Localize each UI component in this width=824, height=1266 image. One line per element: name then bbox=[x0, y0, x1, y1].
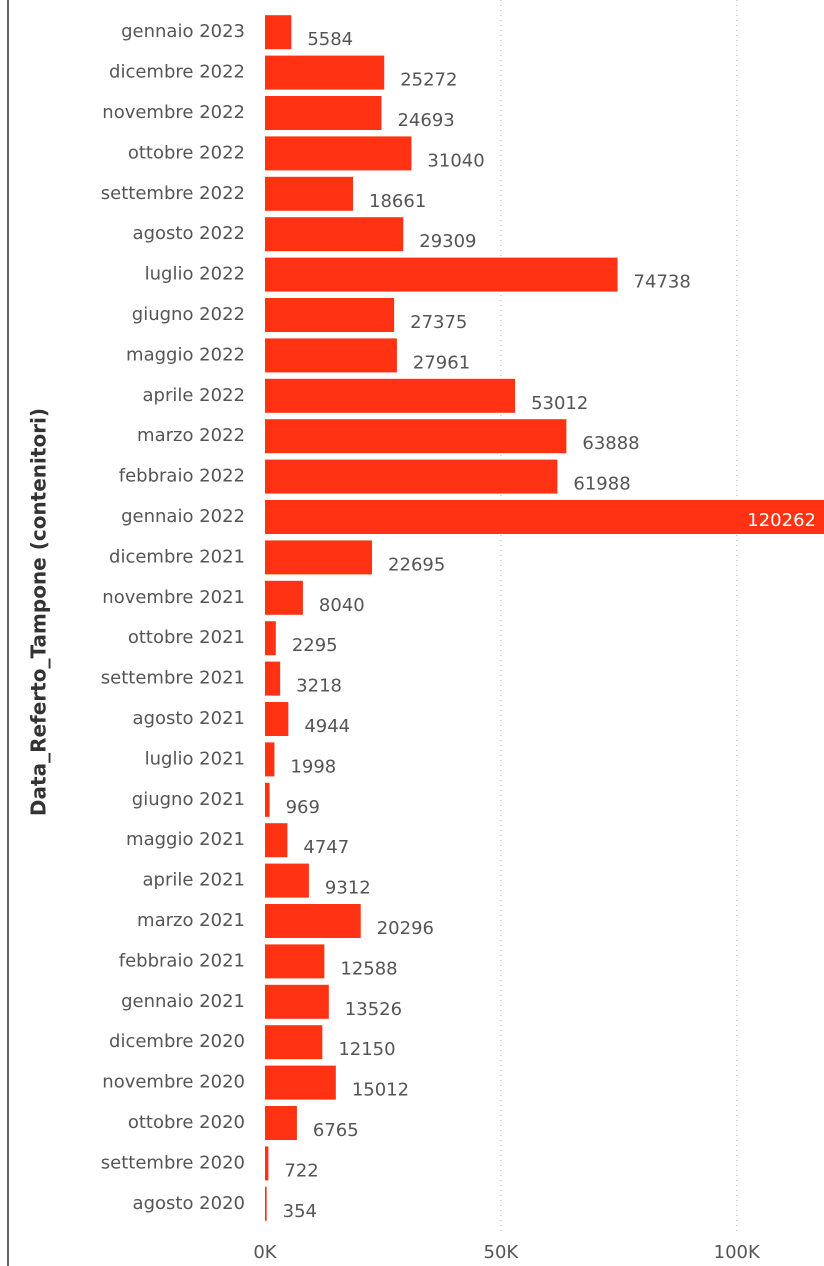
y-tick-label: ottobre 2020 bbox=[128, 1112, 245, 1133]
value-label: 61988 bbox=[573, 474, 630, 495]
y-tick-label: gennaio 2021 bbox=[121, 991, 245, 1012]
value-label: 53012 bbox=[531, 393, 588, 414]
y-tick-label: maggio 2021 bbox=[126, 829, 245, 850]
y-tick-label: settembre 2020 bbox=[101, 1152, 245, 1173]
bar bbox=[265, 621, 276, 656]
bar bbox=[265, 338, 397, 373]
y-tick-label: luglio 2021 bbox=[145, 748, 245, 769]
value-label: 15012 bbox=[352, 1080, 409, 1101]
y-tick-label: settembre 2022 bbox=[101, 183, 245, 204]
value-label: 6765 bbox=[313, 1120, 359, 1141]
x-tick-label: 0K bbox=[253, 1242, 277, 1263]
y-tick-label: febbraio 2022 bbox=[119, 466, 245, 487]
value-label: 25272 bbox=[400, 70, 457, 91]
bar bbox=[265, 257, 618, 292]
y-tick-label: marzo 2021 bbox=[137, 910, 245, 931]
bar bbox=[265, 863, 309, 898]
y-tick-label: gennaio 2022 bbox=[121, 506, 245, 527]
bar bbox=[265, 984, 329, 1019]
value-label: 18661 bbox=[369, 191, 426, 212]
y-tick-label: novembre 2022 bbox=[102, 102, 245, 123]
bar bbox=[265, 1106, 297, 1140]
bar bbox=[265, 500, 824, 534]
value-label: 22695 bbox=[388, 554, 445, 575]
y-tick-label: dicembre 2022 bbox=[109, 62, 245, 83]
bar bbox=[265, 298, 395, 332]
y-tick-label: maggio 2022 bbox=[126, 344, 245, 365]
bar bbox=[265, 782, 270, 817]
y-tick-label: novembre 2021 bbox=[102, 587, 245, 608]
bar bbox=[265, 217, 404, 252]
value-label: 969 bbox=[286, 797, 320, 818]
y-tick-label: gennaio 2023 bbox=[121, 21, 245, 42]
value-label: 120262 bbox=[747, 510, 816, 531]
y-tick-label: agosto 2020 bbox=[133, 1193, 245, 1214]
value-label: 354 bbox=[283, 1201, 317, 1222]
y-tick-label: marzo 2022 bbox=[137, 425, 245, 446]
value-label: 13526 bbox=[345, 999, 402, 1020]
bar bbox=[265, 1025, 323, 1060]
bar bbox=[265, 1146, 269, 1181]
bar bbox=[265, 55, 385, 90]
value-label: 31040 bbox=[427, 150, 484, 171]
value-label: 24693 bbox=[397, 110, 454, 131]
y-tick-label: dicembre 2021 bbox=[109, 546, 245, 567]
y-tick-label: dicembre 2020 bbox=[109, 1031, 245, 1052]
y-tick-label: aprile 2022 bbox=[143, 385, 245, 406]
value-label: 4747 bbox=[303, 837, 349, 858]
y-tick-label: ottobre 2022 bbox=[128, 142, 245, 163]
bar bbox=[265, 15, 292, 50]
bar bbox=[265, 378, 516, 413]
value-label: 4944 bbox=[304, 716, 350, 737]
y-tick-label: agosto 2021 bbox=[133, 708, 245, 729]
bar bbox=[265, 176, 354, 211]
y-tick-label: agosto 2022 bbox=[133, 223, 245, 244]
bar bbox=[265, 419, 567, 454]
value-label: 5584 bbox=[307, 29, 353, 50]
y-tick-label: novembre 2020 bbox=[102, 1072, 245, 1093]
bar bbox=[265, 702, 289, 736]
bar bbox=[265, 540, 373, 575]
y-tick-label: giugno 2021 bbox=[132, 789, 245, 810]
bar bbox=[265, 1065, 336, 1100]
x-tick-label: 50K bbox=[484, 1242, 520, 1263]
value-label: 12150 bbox=[338, 1039, 395, 1060]
value-label: 2295 bbox=[292, 635, 338, 656]
bar bbox=[265, 96, 382, 130]
bar bbox=[265, 944, 325, 979]
value-label: 1998 bbox=[290, 756, 336, 777]
value-label: 74738 bbox=[634, 272, 691, 293]
bar bbox=[265, 136, 412, 171]
y-tick-label: giugno 2022 bbox=[132, 304, 245, 325]
bar bbox=[265, 1186, 267, 1221]
value-label: 29309 bbox=[419, 231, 476, 252]
y-tick-label: aprile 2021 bbox=[143, 870, 245, 891]
y-tick-label: febbraio 2021 bbox=[119, 950, 245, 971]
x-tick-label: 100K bbox=[714, 1242, 761, 1263]
value-label: 20296 bbox=[377, 918, 434, 939]
bar bbox=[265, 904, 361, 938]
value-label: 63888 bbox=[582, 433, 639, 454]
value-label: 3218 bbox=[296, 676, 342, 697]
value-label: 8040 bbox=[319, 595, 365, 616]
y-tick-label: luglio 2022 bbox=[145, 264, 245, 285]
bar bbox=[265, 661, 281, 696]
y-tick-label: ottobre 2021 bbox=[128, 627, 245, 648]
value-label: 722 bbox=[284, 1160, 318, 1181]
value-label: 12588 bbox=[340, 958, 397, 979]
bar bbox=[265, 580, 303, 615]
bar bbox=[265, 823, 288, 858]
y-tick-label: settembre 2021 bbox=[101, 668, 245, 689]
bar bbox=[265, 459, 558, 494]
value-label: 27961 bbox=[413, 352, 470, 373]
bar bbox=[265, 742, 275, 777]
value-label: 9312 bbox=[325, 878, 371, 899]
value-label: 27375 bbox=[410, 312, 467, 333]
y-axis-title: Data_Referto_Tampone (contenitori) bbox=[27, 408, 51, 816]
